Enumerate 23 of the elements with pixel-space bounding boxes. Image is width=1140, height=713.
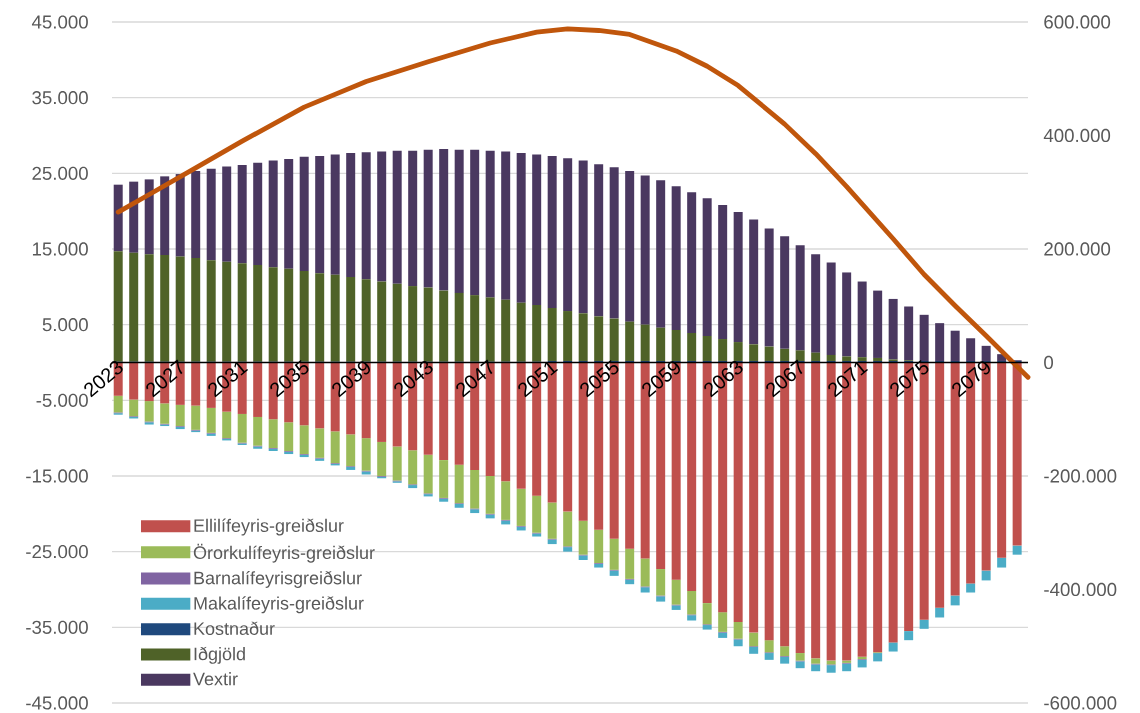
- legend-label: Örorkulífeyris-greiðslur: [193, 543, 375, 563]
- y2-tick-label: 600.000: [1044, 15, 1111, 29]
- y-tick-label: 25.000: [32, 166, 88, 180]
- legend-label: Vextir: [193, 672, 238, 686]
- y-tick-label: 45.000: [31, 15, 88, 29]
- y-tick-label: -45.000: [26, 696, 88, 710]
- legend-label: Barnalífeyrisgreiðslur: [194, 570, 362, 588]
- y-tick-label: -25.000: [26, 545, 88, 559]
- legend-label: Makalífeyris-greiðslur: [194, 596, 364, 614]
- y2-tick-label: 0: [1044, 355, 1054, 370]
- y-tick-label: 15.000: [32, 242, 88, 256]
- legend-label: Iðgjöld: [194, 646, 245, 664]
- y2-tick-label: -400.000: [1044, 582, 1117, 597]
- legend-label: Ellilífeyris-greiðslur: [194, 518, 344, 536]
- y-tick-label: -15.000: [26, 469, 88, 483]
- y-tick-label: 5.000: [42, 318, 88, 332]
- legend-label: Kostnaður: [194, 621, 275, 635]
- y-tick-label: -35.000: [26, 620, 88, 634]
- y2-tick-label: 200.000: [1044, 242, 1111, 256]
- y2-tick-label: -200.000: [1044, 469, 1117, 483]
- y2-tick-label: -600.000: [1044, 696, 1117, 710]
- y2-tick-label: 400.000: [1043, 128, 1111, 143]
- y-tick-label: 35.000: [32, 91, 88, 105]
